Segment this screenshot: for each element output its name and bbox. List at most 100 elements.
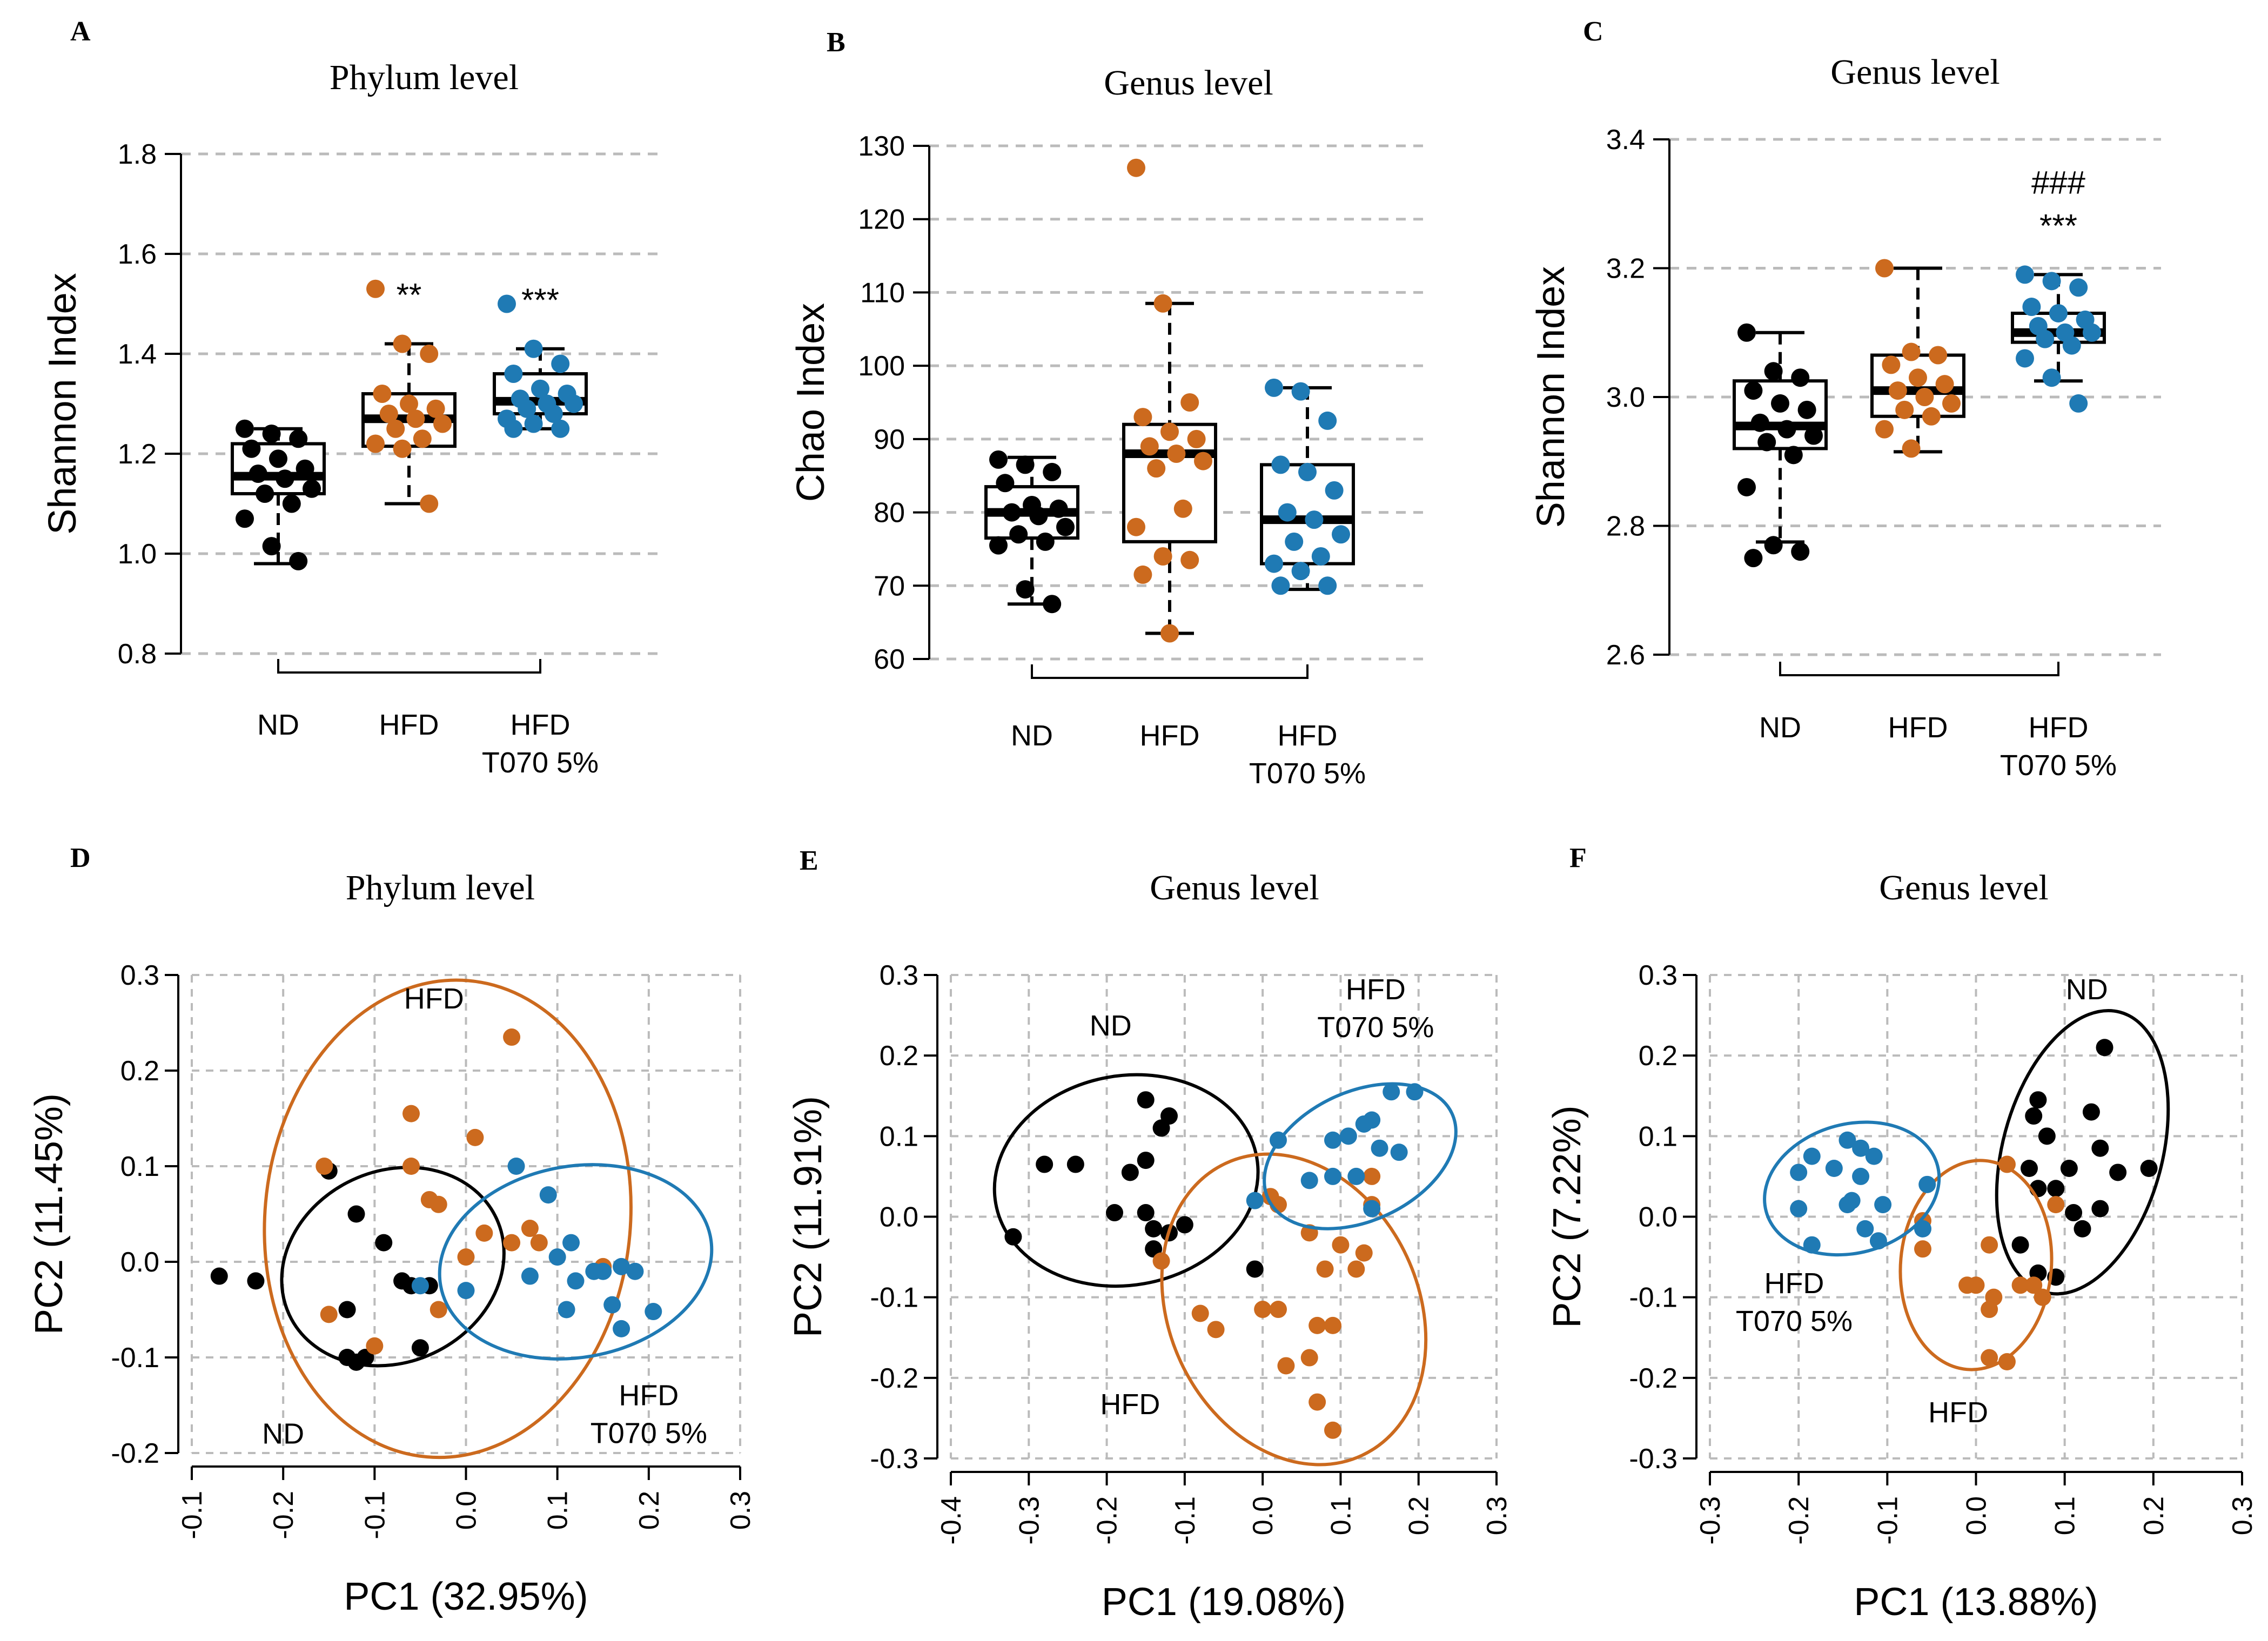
y-tick-label: 0.0 <box>120 1247 159 1278</box>
x-tick-label: -0.1 <box>1170 1496 1201 1545</box>
confidence-ellipse <box>263 978 633 1460</box>
data-point <box>551 419 570 438</box>
data-point <box>1909 368 1927 387</box>
data-point <box>2016 349 2034 368</box>
panel-A: A Phylum level 0.8 1.0 1.2 1.4 1.6 1.8 Shannon I… <box>41 16 662 779</box>
data-point <box>613 1257 630 1275</box>
data-point <box>1825 1160 1843 1177</box>
group-HFD: HFD <box>1100 1152 1428 1467</box>
y-tick-label: 60 <box>874 644 905 675</box>
y-tick-label: 0.0 <box>1639 1202 1677 1233</box>
x-tick-label: 0.1 <box>2050 1496 2081 1535</box>
data-point <box>2038 1127 2056 1145</box>
group-ND: ND <box>1995 973 2170 1296</box>
y-tick-label: 0.0 <box>880 1202 918 1233</box>
data-point <box>2022 298 2041 317</box>
category-label: HFD <box>1140 719 1200 752</box>
data-point <box>1002 503 1021 522</box>
data-point <box>1309 1393 1326 1411</box>
data-point <box>1332 1236 1350 1254</box>
data-point <box>2091 1200 2109 1218</box>
data-point <box>457 1282 475 1300</box>
confidence-ellipse <box>1160 1152 1428 1467</box>
data-point <box>413 429 432 448</box>
y-axis-label: Chao Index <box>789 303 833 502</box>
data-point <box>518 399 536 418</box>
y-tick-label: 0.2 <box>1639 1040 1677 1072</box>
y-tick-label: 0.1 <box>880 1121 918 1152</box>
x-axis-label: PC1 (13.88%) <box>1854 1581 2098 1624</box>
data-point <box>2034 1288 2051 1306</box>
data-point <box>1153 547 1172 566</box>
data-point <box>1838 1131 1856 1149</box>
data-point <box>1246 1192 1264 1209</box>
data-point <box>1981 1236 1998 1254</box>
data-point <box>1922 407 1941 426</box>
data-point <box>2074 1220 2091 1238</box>
data-point <box>2042 272 2061 291</box>
data-point <box>2025 1107 2043 1125</box>
confidence-ellipse <box>438 1163 714 1361</box>
y-tick-label: 120 <box>858 204 905 236</box>
data-point <box>1875 259 1894 278</box>
group-label: ND <box>2066 973 2108 1006</box>
data-point <box>2060 1160 2078 1177</box>
data-point <box>567 1272 585 1290</box>
data-point <box>1744 549 1763 568</box>
data-point <box>1049 499 1068 518</box>
data-point <box>256 485 274 503</box>
y-tick-label: -0.2 <box>1629 1363 1677 1394</box>
data-point <box>236 419 254 438</box>
data-point <box>1265 554 1283 573</box>
data-point <box>1383 1083 1400 1101</box>
group-T070: HFD T070 5% <box>1246 973 1458 1230</box>
y-tick-label: 0.3 <box>880 960 918 991</box>
group-label: ND <box>262 1417 304 1450</box>
x-tick-label: 0.1 <box>1325 1496 1357 1535</box>
x-tick-label: 0.2 <box>634 1491 665 1530</box>
data-point <box>276 469 294 488</box>
data-point <box>289 552 308 570</box>
data-point <box>400 394 418 413</box>
data-point <box>1133 565 1152 584</box>
x-axis <box>1779 662 2059 676</box>
confidence-ellipse <box>1898 1159 2054 1371</box>
y-axis-label: PC2 (11.45%) <box>28 1093 71 1335</box>
category-label: T070 5% <box>482 746 599 779</box>
x-tick-label: 0.3 <box>1481 1496 1513 1535</box>
panel-letter: A <box>70 16 91 47</box>
box-T070: HFD T070 5% <box>1249 378 1366 790</box>
data-point <box>1784 446 1803 465</box>
panel-title: Genus level <box>1150 868 1319 907</box>
data-point <box>2069 278 2088 297</box>
data-point <box>613 1320 630 1337</box>
data-point <box>347 1205 365 1223</box>
data-point <box>1029 507 1048 526</box>
data-point <box>1895 400 1914 419</box>
data-point <box>2029 1091 2047 1109</box>
panel-title: Genus level <box>1830 52 1999 92</box>
x-tick-label: 0.2 <box>2138 1496 2170 1535</box>
confidence-ellipse <box>1763 1120 1941 1257</box>
y-tick-label: 90 <box>874 424 905 455</box>
panel-letter: B <box>827 27 846 58</box>
confidence-ellipse <box>1263 1082 1458 1230</box>
data-point <box>1325 481 1344 500</box>
data-point <box>1187 429 1206 448</box>
y-tick-label: 0.3 <box>1639 960 1677 991</box>
data-point <box>466 1128 484 1146</box>
data-point <box>1106 1204 1123 1222</box>
data-point <box>1167 445 1186 463</box>
x-tick-label: 0.0 <box>1247 1496 1279 1535</box>
panel-letter: E <box>800 845 818 876</box>
data-point <box>1790 1164 1808 1181</box>
data-point <box>269 449 287 468</box>
data-point <box>1056 517 1075 536</box>
data-point <box>249 465 267 483</box>
data-point <box>1066 1155 1084 1173</box>
data-point <box>626 1262 644 1280</box>
category-label: HFD <box>379 709 439 741</box>
y-tick-label: 0.2 <box>120 1055 159 1087</box>
y-tick-label: 3.4 <box>1606 124 1645 156</box>
data-point <box>1888 381 1907 400</box>
